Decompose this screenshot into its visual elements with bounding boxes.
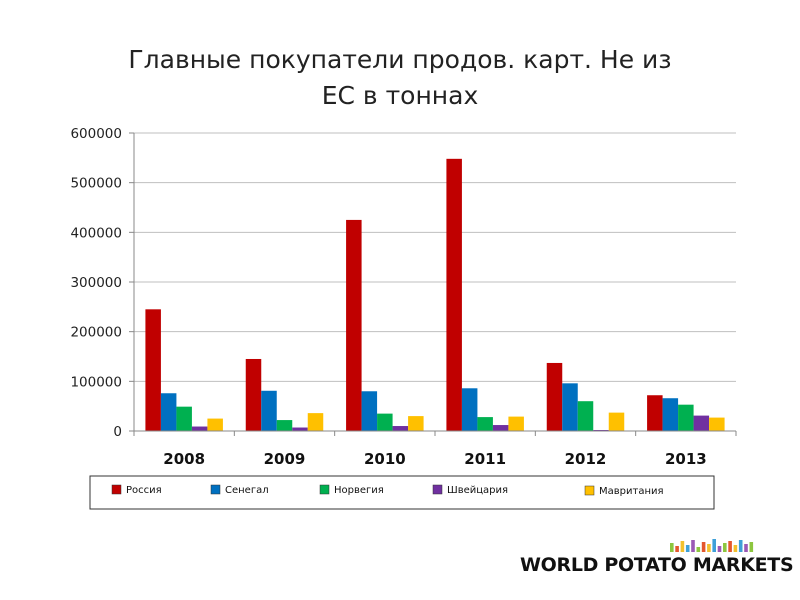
bar-2009-2 — [276, 420, 293, 431]
bar-2008-3 — [191, 426, 208, 431]
bar-2013-0 — [647, 395, 663, 431]
legend-box — [89, 475, 715, 510]
logo-bars-icon — [670, 539, 754, 552]
logo-bar — [738, 540, 743, 552]
legend-label: Норвегия — [334, 485, 384, 496]
logo-bar — [744, 544, 748, 552]
x-category-label: 2011 — [464, 450, 506, 468]
bar-2011-2 — [477, 417, 493, 431]
bar-2008-0 — [145, 309, 161, 431]
y-tick-label: 300000 — [70, 275, 122, 291]
bar-2013-1 — [662, 398, 679, 431]
bar-2013-3 — [693, 415, 710, 431]
y-axis-ticks: 0 100000 200000 300000 400000 500000 600000 — [70, 126, 134, 440]
x-category-label: 2013 — [665, 450, 707, 468]
x-category-label: 2010 — [364, 450, 406, 468]
bar-2009-3 — [292, 427, 308, 431]
legend-swatch — [584, 485, 595, 496]
logo-bar — [728, 541, 732, 552]
legend-label: Швейцария — [447, 485, 508, 496]
logo-bar — [685, 545, 690, 552]
y-tick-label: 0 — [113, 424, 122, 440]
legend-label: Сенегал — [225, 485, 269, 496]
logo-bar — [723, 543, 727, 552]
legend-label: Россия — [126, 485, 162, 496]
y-tick-label: 600000 — [70, 126, 122, 142]
logo-bar — [749, 542, 754, 552]
bar-2008-1 — [160, 393, 177, 431]
bar-2012-1 — [562, 383, 578, 431]
chart-title-line-2: ЕС в тоннах — [322, 81, 479, 110]
logo-bar — [691, 540, 695, 552]
logo-bar — [717, 546, 722, 552]
chart-title-line-1: Главные покупатели продов. карт. Не из — [128, 45, 671, 74]
bar-2010-0 — [346, 219, 362, 431]
bar-2013-4 — [709, 417, 725, 431]
bar-2010-3 — [392, 426, 409, 431]
logo-bar — [670, 543, 674, 552]
y-tick-label: 400000 — [70, 225, 122, 241]
logo-bar — [696, 547, 701, 552]
bar-2011-1 — [461, 388, 478, 431]
world-potato-markets-logo: WORLD POTATO MARKETS — [520, 536, 794, 576]
logo-bar — [675, 546, 679, 552]
bar-2010-4 — [408, 416, 424, 431]
bar-2013-2 — [678, 404, 694, 431]
bar-2011-3 — [492, 425, 509, 431]
bar-2009-0 — [245, 358, 262, 431]
gridlines — [134, 132, 736, 382]
bar-2012-0 — [546, 362, 563, 431]
legend-swatch — [111, 484, 122, 495]
legend: Россия Сенегал Норвегия Швейцария Мавритания — [111, 484, 664, 497]
y-tick-label: 500000 — [70, 176, 122, 192]
logo-bar — [712, 539, 716, 552]
bar-2010-2 — [377, 413, 393, 431]
logo-bar — [733, 545, 738, 552]
x-category-label: 2008 — [163, 450, 205, 468]
x-axis-ticks: 2008 2009 2010 2011 2012 2013 — [133, 431, 737, 468]
legend-swatch — [210, 484, 221, 495]
legend-swatch — [432, 484, 443, 495]
logo-text: WORLD POTATO MARKETS — [520, 554, 794, 576]
y-tick-label: 100000 — [70, 374, 122, 390]
bar-2011-0 — [446, 158, 462, 431]
bar-2008-2 — [176, 406, 192, 431]
legend-label: Мавритания — [599, 486, 664, 497]
bars — [145, 158, 725, 431]
bar-2012-2 — [577, 401, 594, 431]
bar-2009-4 — [307, 413, 324, 431]
bar-2010-1 — [361, 391, 378, 431]
bar-2012-4 — [608, 412, 625, 431]
y-tick-label: 200000 — [70, 325, 122, 341]
bar-2009-1 — [261, 390, 277, 431]
logo-bar — [701, 542, 706, 552]
x-category-label: 2012 — [565, 450, 607, 468]
bar-2008-4 — [207, 418, 223, 431]
legend-swatch — [319, 484, 330, 495]
bar-2011-4 — [508, 416, 524, 431]
x-category-label: 2009 — [264, 450, 306, 468]
logo-bar — [680, 541, 685, 552]
logo-bar — [707, 544, 711, 552]
